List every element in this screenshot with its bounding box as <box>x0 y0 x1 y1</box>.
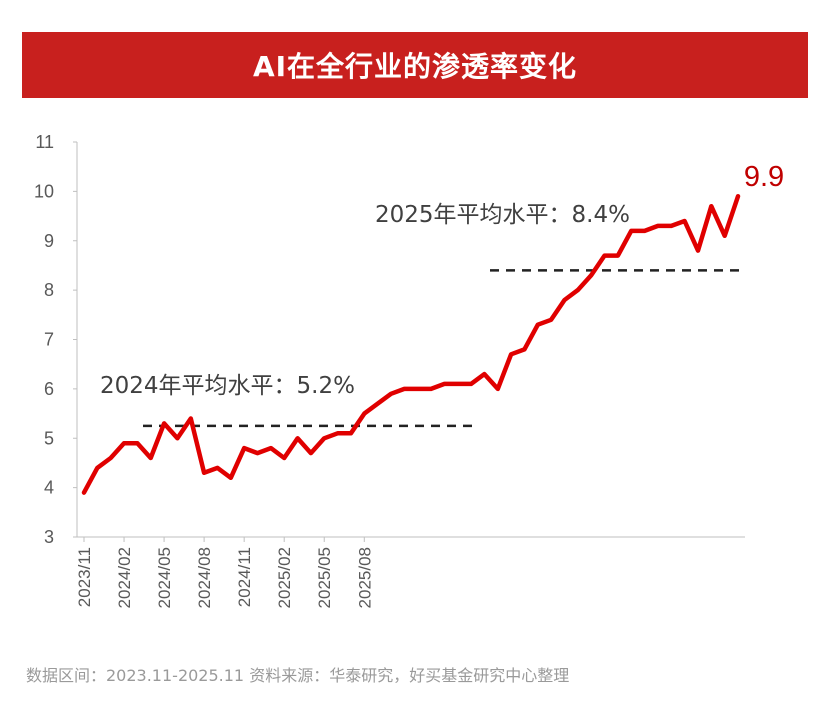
chart-title: AI在全行业的渗透率变化 <box>252 50 578 83</box>
y-tick-label: 3 <box>44 527 54 547</box>
x-tick-label: 2024/05 <box>155 547 174 608</box>
annotation-2025-average: 2025年平均水平：8.4% <box>375 202 630 228</box>
y-tick-label: 5 <box>44 428 54 448</box>
x-tick-label: 2025/05 <box>315 547 334 608</box>
x-tick-label: 2024/02 <box>115 547 134 608</box>
x-tick-label: 2024/08 <box>195 547 214 608</box>
chart-title-bar: AI在全行业的渗透率变化 <box>22 32 808 98</box>
y-tick-label: 4 <box>44 478 54 498</box>
y-tick-label: 11 <box>35 132 54 152</box>
x-tick-label: 2025/02 <box>275 547 294 608</box>
y-tick-label: 10 <box>34 181 54 201</box>
source-note: 数据区间：2023.11-2025.11 资料来源：华泰研究，好买基金研究中心整… <box>26 666 570 685</box>
x-tick-label: 2023/11 <box>75 547 94 607</box>
annotation-2024-average: 2024年平均水平：5.2% <box>100 373 355 399</box>
y-tick-label: 9 <box>44 231 54 251</box>
x-tick-label: 2024/11 <box>235 547 254 607</box>
series-line <box>81 194 741 495</box>
x-tick-label: 2025/08 <box>355 547 374 608</box>
y-tick-label: 6 <box>44 379 54 399</box>
end-value-label: 9.9 <box>744 161 784 193</box>
y-tick-label: 8 <box>44 280 54 300</box>
y-tick-label: 7 <box>44 330 54 350</box>
